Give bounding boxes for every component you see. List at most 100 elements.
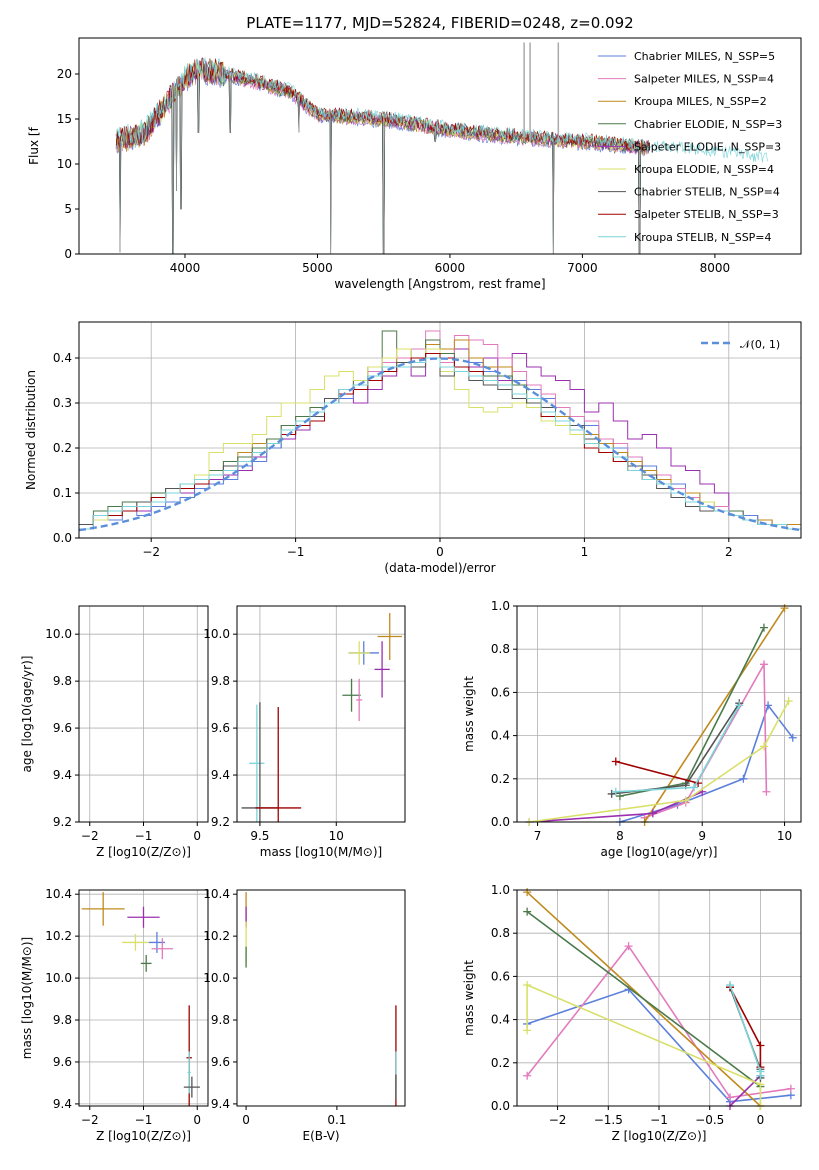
y-tick-label: 9.6 — [53, 721, 72, 735]
y-tick-label: 9.4 — [53, 1097, 72, 1111]
y-tick-label: 9.8 — [53, 1013, 72, 1027]
legend-entry: Salpeter ELODIE, N_SSP=3 — [634, 140, 781, 153]
plot-frame — [78, 321, 802, 539]
legend-entry: Chabrier MILES, N_SSP=5 — [634, 50, 775, 63]
x-tick-label: 6000 — [435, 261, 466, 275]
series-marker — [523, 1026, 532, 1035]
legend-entry: Kroupa MILES, N_SSP=2 — [634, 95, 767, 108]
residual-histogram-panel: −2 −1 0 1 2 0.0 0.1 0.2 0.3 0.4 (data-model)/error… — [24, 321, 802, 575]
x-tick-label: 2 — [725, 545, 733, 559]
y-tick-label: 0.0 — [491, 1099, 510, 1113]
x-tick-label: 7 — [534, 829, 542, 843]
x-axis-label: Z [log10(Z/Z⊙)] — [96, 1129, 191, 1143]
y-tick-label: 9.8 — [53, 674, 72, 688]
series-line — [526, 910, 761, 1088]
mass-weight-vs-age-panel: 7 8 9 10 0.0 0.2 0.4 0.6 0.8 1.0 age [log10(age/yr… — [462, 599, 802, 859]
x-axis-label: mass [log10(M/M⊙)] — [260, 845, 382, 859]
y-tick-label: 9.8 — [211, 674, 230, 688]
y-tick-label: 10.4 — [203, 887, 230, 901]
y-axis-label: Normed distribution — [24, 370, 38, 490]
y-tick-label: 9.4 — [211, 768, 230, 782]
histogram-step — [79, 357, 801, 530]
mass-vs-metallicity-panel: −2 −1 0 9.4 9.6 9.8 10.0 10.2 10.4 Z [log10(Z/Z⊙)… — [20, 887, 209, 1143]
series-marker — [523, 888, 532, 897]
y-tick-label: 0.0 — [491, 815, 510, 829]
plot-frame — [78, 37, 802, 255]
y-tick-label: 0.1 — [53, 486, 72, 500]
x-tick-label: 4000 — [170, 261, 201, 275]
y-axis-label: mass [log10(M/M⊙)] — [20, 937, 34, 1059]
legend-entry: 𝒩(0, 1) — [740, 338, 780, 351]
y-axis-label: Flux [f — [27, 126, 41, 164]
series-marker — [780, 604, 789, 613]
x-tick-label: −2 — [81, 1113, 99, 1127]
x-tick-label: 9 — [698, 829, 706, 843]
spectrum-line — [115, 57, 769, 163]
y-axis-label: mass weight — [462, 960, 476, 1036]
series-line — [619, 627, 765, 797]
y-tick-label: 9.6 — [53, 1055, 72, 1069]
series-marker — [611, 757, 620, 766]
x-tick-label: 10 — [777, 829, 792, 843]
y-tick-label: 9.2 — [211, 815, 230, 829]
series-line — [644, 661, 768, 819]
legend-entry: Chabrier STELIB, N_SSP=4 — [634, 186, 780, 199]
x-tick-label: 8000 — [700, 261, 731, 275]
y-tick-label: 9.8 — [211, 1013, 230, 1027]
y-tick-label: 15 — [57, 112, 72, 126]
y-tick-label: 0.3 — [53, 396, 72, 410]
y-tick-label: 0.8 — [491, 926, 510, 940]
y-tick-label: 10.2 — [45, 929, 72, 943]
x-tick-label: 5000 — [302, 261, 333, 275]
series-marker — [689, 783, 698, 792]
y-tick-label: 5 — [64, 202, 72, 216]
x-tick-label: 0 — [757, 1113, 765, 1127]
y-tick-label: 0.4 — [491, 1013, 510, 1027]
y-tick-label: 0.4 — [53, 351, 72, 365]
plot-frame — [236, 605, 406, 823]
x-tick-label: 0 — [193, 829, 201, 843]
y-tick-label: 0.6 — [491, 685, 510, 699]
spectrum-line — [115, 60, 649, 254]
y-tick-label: 10 — [57, 157, 72, 171]
age-vs-metallicity-panel: −2 −1 0 9.2 9.4 9.6 9.8 10.0 Z [log10(Z/Z⊙)] age … — [20, 605, 209, 859]
series-marker — [756, 1071, 765, 1080]
series-marker — [681, 796, 690, 805]
y-axis-label: age [log10(age/yr)] — [20, 656, 34, 773]
y-tick-label: 10.2 — [203, 929, 230, 943]
y-tick-label: 9.4 — [53, 768, 72, 782]
y-tick-label: 0.8 — [491, 642, 510, 656]
x-axis-label: Z [log10(Z/Z⊙)] — [612, 1129, 707, 1143]
figure-title: PLATE=1177, MJD=52824, FIBERID=0248, z=0… — [246, 14, 633, 32]
legend-entry: Salpeter STELIB, N_SSP=3 — [634, 208, 779, 221]
y-tick-label: 0.4 — [491, 729, 510, 743]
legend-entry: Chabrier ELODIE, N_SSP=3 — [634, 118, 782, 131]
age-vs-mass-panel: 9.5 10 9.2 9.4 9.6 9.8 10.0 mass [log10(M/M⊙)] — [203, 605, 406, 859]
y-tick-label: 1.0 — [491, 599, 510, 613]
y-tick-label: 0.2 — [53, 441, 72, 455]
x-tick-label: −1 — [135, 829, 153, 843]
x-tick-label: −2 — [549, 1113, 567, 1127]
legend-entry: Salpeter MILES, N_SSP=4 — [634, 73, 774, 86]
y-tick-label: 10.0 — [45, 971, 72, 985]
series-marker — [759, 660, 768, 669]
y-tick-label: 9.4 — [211, 1097, 230, 1111]
series-marker — [726, 981, 734, 990]
series-marker — [756, 1041, 765, 1050]
series-line — [611, 702, 740, 795]
series-line — [729, 984, 762, 1076]
series-marker — [611, 787, 620, 796]
y-tick-label: 0.0 — [53, 531, 72, 545]
series-marker — [607, 789, 616, 798]
series-line — [729, 986, 762, 1078]
legend-entry: Kroupa STELIB, N_SSP=4 — [634, 231, 772, 244]
series-marker — [624, 942, 633, 951]
spectrum-panel: 4000 5000 6000 7000 8000 0 5 10 15 20 wavelength [… — [27, 37, 802, 291]
y-tick-label: 10.0 — [203, 627, 230, 641]
series-marker — [648, 809, 657, 818]
legend-entry: Kroupa ELODIE, N_SSP=4 — [634, 163, 774, 176]
series-marker — [784, 697, 793, 706]
series-marker — [739, 774, 748, 783]
y-tick-label: 9.6 — [211, 721, 230, 735]
mass-weight-vs-metallicity-panel: −2 −1.5 −1 −0.5 0 0.0 0.2 0.4 0.6 0.8 1.0 Z [log10(… — [462, 883, 802, 1143]
